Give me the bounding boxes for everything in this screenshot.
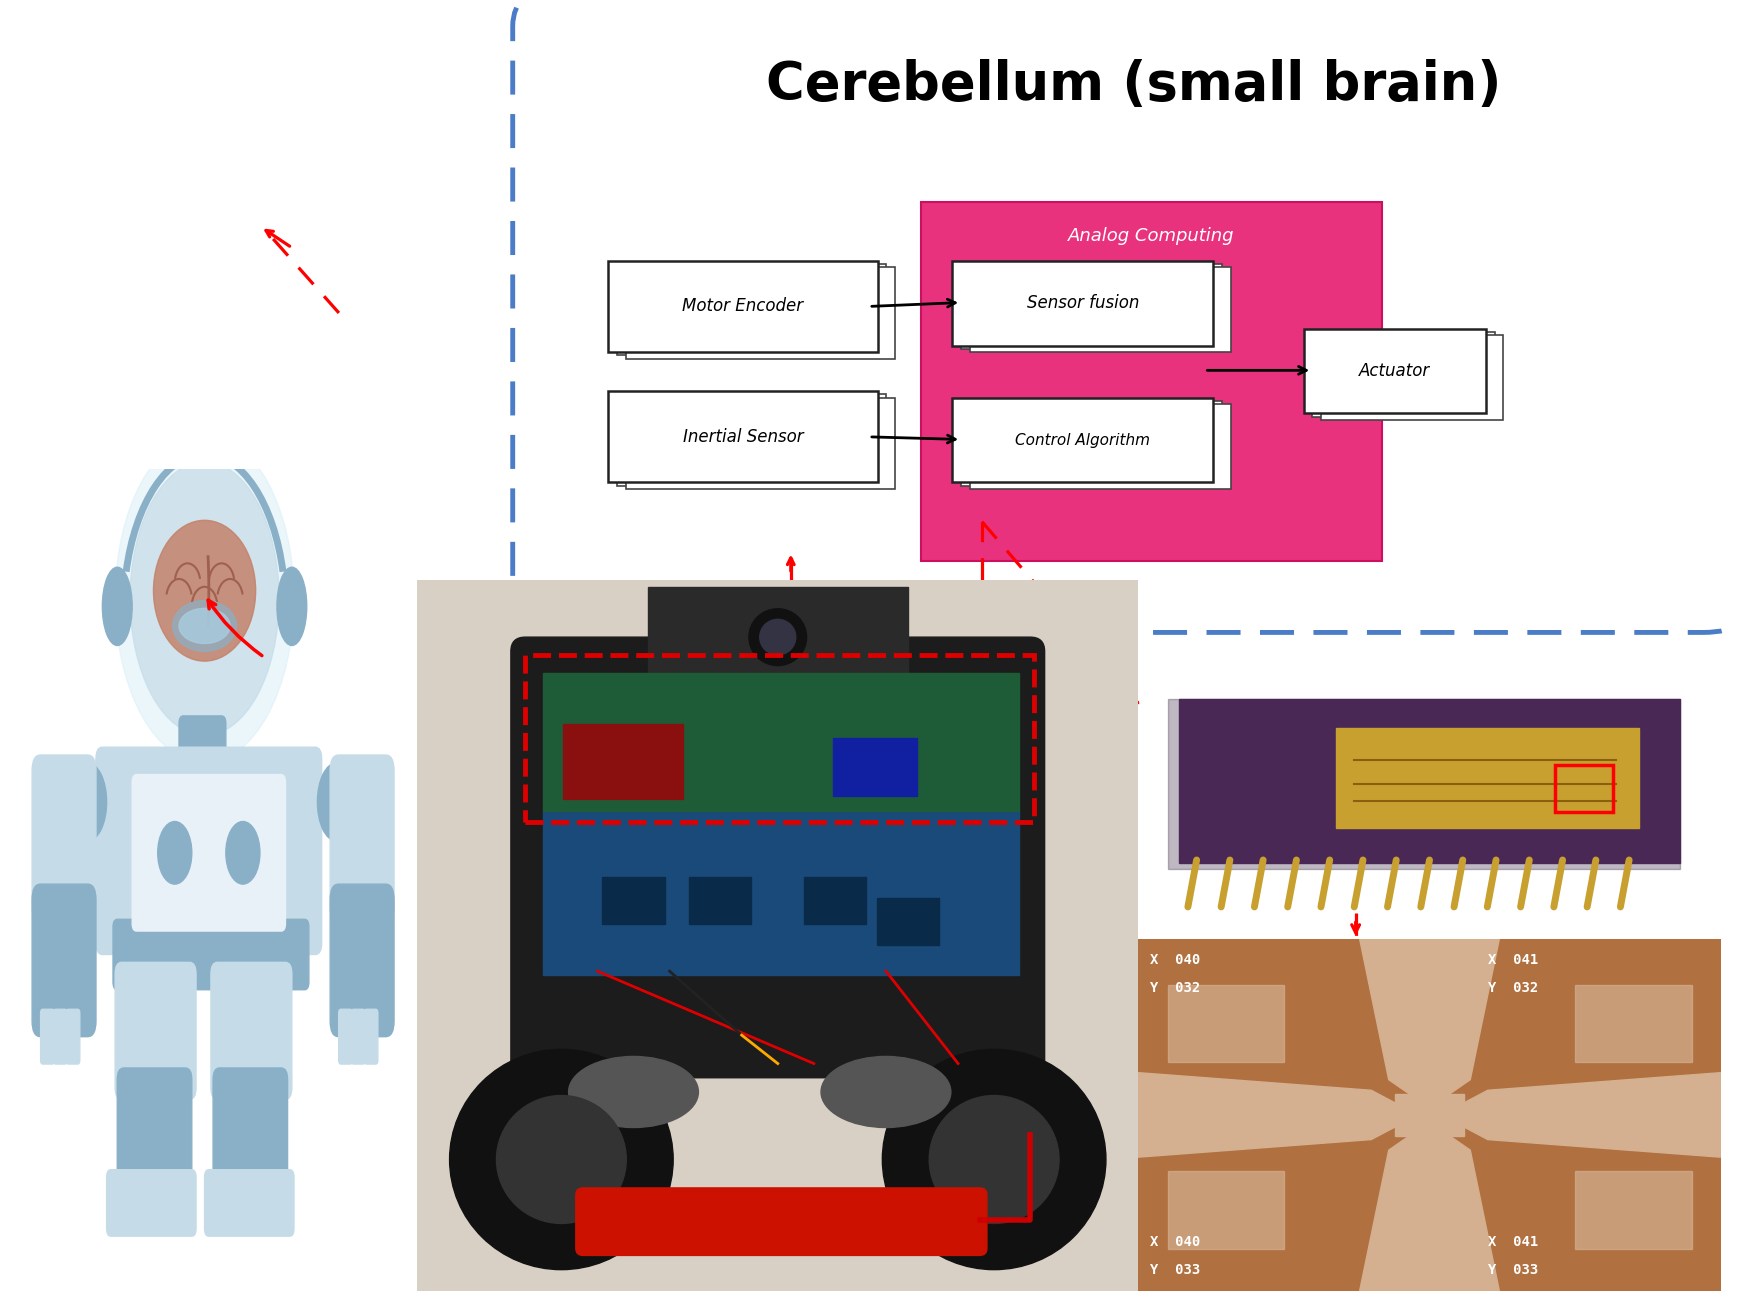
FancyBboxPatch shape (417, 580, 1138, 1291)
Text: Y  032: Y 032 (1151, 981, 1201, 995)
Polygon shape (1359, 939, 1500, 1108)
FancyBboxPatch shape (330, 884, 395, 1037)
FancyBboxPatch shape (511, 638, 1045, 1077)
Circle shape (883, 1050, 1105, 1270)
FancyBboxPatch shape (965, 833, 1738, 1304)
FancyBboxPatch shape (952, 398, 1213, 482)
FancyBboxPatch shape (1575, 1171, 1691, 1249)
FancyBboxPatch shape (66, 1009, 80, 1064)
Text: Y  032: Y 032 (1488, 981, 1538, 995)
FancyBboxPatch shape (648, 587, 907, 673)
FancyBboxPatch shape (1312, 331, 1495, 417)
FancyBboxPatch shape (31, 755, 96, 923)
Ellipse shape (153, 520, 255, 661)
FancyBboxPatch shape (1337, 728, 1639, 828)
FancyBboxPatch shape (1178, 699, 1681, 863)
FancyBboxPatch shape (1304, 329, 1486, 413)
FancyBboxPatch shape (544, 673, 1020, 811)
FancyBboxPatch shape (40, 1009, 54, 1064)
Ellipse shape (820, 1056, 951, 1128)
FancyBboxPatch shape (961, 400, 1222, 485)
Text: X  040: X 040 (1151, 1235, 1201, 1249)
FancyBboxPatch shape (544, 811, 1020, 974)
FancyBboxPatch shape (96, 747, 322, 955)
Text: Motor Encoder: Motor Encoder (683, 297, 803, 316)
Ellipse shape (103, 567, 132, 645)
FancyBboxPatch shape (952, 261, 1213, 346)
FancyBboxPatch shape (210, 962, 292, 1099)
FancyBboxPatch shape (626, 398, 895, 489)
FancyBboxPatch shape (1575, 985, 1691, 1061)
Text: Inertial Sensor: Inertial Sensor (683, 428, 803, 446)
Polygon shape (1441, 1073, 1721, 1157)
FancyBboxPatch shape (961, 263, 1222, 348)
Text: Y  033: Y 033 (1151, 1262, 1201, 1277)
Ellipse shape (568, 1056, 699, 1128)
FancyBboxPatch shape (688, 876, 751, 923)
Circle shape (760, 619, 796, 655)
FancyBboxPatch shape (970, 404, 1231, 489)
Text: Analog Computing: Analog Computing (1069, 227, 1234, 245)
Text: Sensor fusion: Sensor fusion (1027, 295, 1138, 312)
FancyBboxPatch shape (365, 1009, 377, 1064)
FancyBboxPatch shape (970, 267, 1231, 352)
Circle shape (226, 822, 261, 884)
Text: Actuator: Actuator (1359, 363, 1430, 379)
FancyBboxPatch shape (351, 1009, 365, 1064)
Ellipse shape (276, 567, 308, 645)
FancyBboxPatch shape (876, 898, 939, 945)
FancyBboxPatch shape (608, 261, 878, 352)
Circle shape (749, 609, 806, 665)
FancyBboxPatch shape (608, 391, 878, 482)
Circle shape (158, 822, 191, 884)
Circle shape (450, 1050, 673, 1270)
FancyBboxPatch shape (617, 263, 886, 355)
FancyBboxPatch shape (805, 876, 867, 923)
Text: Y  033: Y 033 (1488, 1262, 1538, 1277)
Circle shape (130, 462, 280, 735)
Ellipse shape (179, 608, 229, 643)
FancyBboxPatch shape (339, 1009, 353, 1064)
FancyBboxPatch shape (116, 1068, 191, 1201)
FancyBboxPatch shape (1168, 699, 1681, 868)
Ellipse shape (68, 763, 106, 841)
Polygon shape (1138, 1073, 1418, 1157)
FancyBboxPatch shape (513, 0, 1738, 632)
Circle shape (497, 1095, 626, 1223)
Text: Cerebellum (small brain): Cerebellum (small brain) (766, 59, 1502, 111)
FancyBboxPatch shape (575, 1188, 987, 1256)
FancyBboxPatch shape (1168, 985, 1284, 1061)
Ellipse shape (318, 763, 356, 841)
Text: Control Algorithm: Control Algorithm (1015, 433, 1151, 447)
FancyBboxPatch shape (106, 1170, 196, 1236)
FancyBboxPatch shape (205, 1170, 294, 1236)
Polygon shape (1359, 1121, 1500, 1291)
FancyBboxPatch shape (330, 755, 395, 923)
FancyBboxPatch shape (31, 884, 96, 1037)
FancyBboxPatch shape (214, 1068, 287, 1201)
FancyBboxPatch shape (1394, 1094, 1465, 1136)
FancyBboxPatch shape (132, 775, 285, 931)
FancyBboxPatch shape (833, 738, 918, 795)
Ellipse shape (172, 600, 236, 651)
FancyBboxPatch shape (563, 724, 683, 799)
Text: X  040: X 040 (1151, 953, 1201, 968)
Circle shape (930, 1095, 1058, 1223)
Text: X  041: X 041 (1488, 1235, 1538, 1249)
FancyBboxPatch shape (115, 962, 196, 1099)
FancyBboxPatch shape (113, 919, 309, 990)
Text: X  041: X 041 (1488, 953, 1538, 968)
FancyBboxPatch shape (1168, 1171, 1284, 1249)
Circle shape (115, 434, 294, 763)
FancyBboxPatch shape (1321, 335, 1503, 420)
FancyBboxPatch shape (921, 202, 1382, 561)
FancyBboxPatch shape (617, 394, 886, 485)
FancyBboxPatch shape (603, 876, 664, 923)
FancyBboxPatch shape (626, 267, 895, 359)
FancyBboxPatch shape (179, 716, 226, 771)
FancyBboxPatch shape (54, 1009, 68, 1064)
